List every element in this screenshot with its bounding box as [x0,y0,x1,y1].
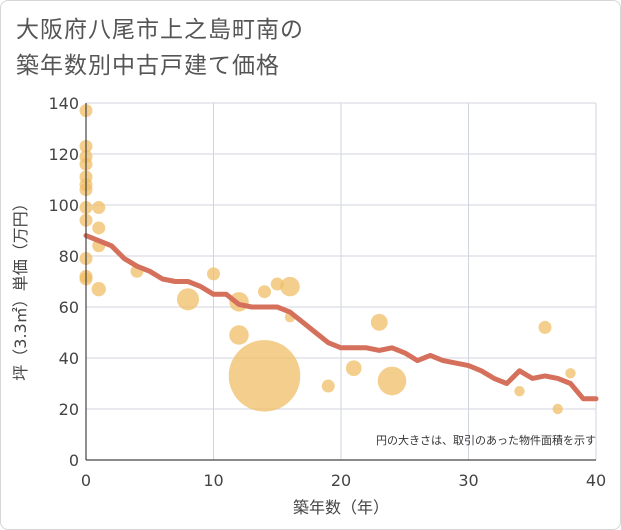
bubble-point [370,313,388,331]
y-axis-ticks: 0 20 40 60 80 100 120 140 [48,94,79,470]
bubble-point [377,366,407,396]
x-tick-label: 10 [203,471,223,490]
chart-title: 大阪府八尾市上之島町南の 築年数別中古戸建て価格 [16,12,304,84]
y-axis-label: 坪（3.3㎡）単価（万円） [11,195,30,380]
bubble-size-note: 円の大きさは、取引のあった物件面積を示す [376,433,596,447]
chart-title-line2: 築年数別中古戸建て価格 [16,53,280,79]
y-tick-label: 140 [48,94,79,113]
bubble-point [228,340,301,412]
bubble-point [565,368,576,379]
bubble-point [514,385,525,397]
y-tick-label: 20 [59,400,79,419]
bubble-series [79,104,576,415]
x-tick-label: 30 [458,471,478,490]
y-tick-label: 100 [48,196,79,215]
y-tick-label: 120 [48,145,79,164]
axes [85,103,596,461]
trend-line [83,233,599,402]
y-tick-label: 60 [59,298,79,317]
x-axis-label: 築年数（年） [293,498,389,517]
bubble-point [176,288,200,311]
x-axis-ticks: 0 10 20 30 40 [81,471,606,490]
bubble-point [258,285,271,299]
bubble-point [92,201,106,215]
x-tick-label: 20 [331,471,351,490]
y-tick-label: 40 [59,349,79,368]
x-tick-label: 0 [81,471,91,490]
x-tick-label: 40 [586,471,606,490]
y-tick-label: 0 [69,451,79,470]
bubble-point [207,267,220,281]
bubble-point [229,325,249,345]
y-tick-label: 80 [59,247,79,266]
bubble-point [538,320,552,334]
bubble-point [91,282,106,297]
grid-lines [86,102,597,460]
bubble-point [321,379,335,393]
bubble-point [92,221,106,235]
chart-title-line1: 大阪府八尾市上之島町南の [16,17,304,43]
bubble-point [552,403,563,415]
bubble-point [345,360,362,377]
bubble-point [280,276,300,297]
